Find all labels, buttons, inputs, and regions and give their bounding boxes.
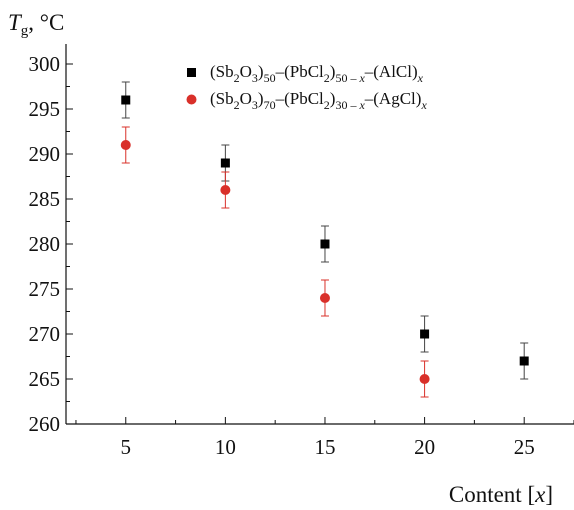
legend: (Sb2O3)50–(PbCl2)50 – x–(AlCl)x(Sb2O3)70… bbox=[186, 62, 427, 112]
legend-text-part: ) bbox=[258, 62, 264, 81]
legend-text-part: –(AgCl) bbox=[364, 89, 422, 108]
legend-entry-1: (Sb2O3)70–(PbCl2)30 – x–(AgCl)x bbox=[210, 89, 427, 112]
legend-text-seg: 50 – bbox=[335, 71, 359, 85]
series-layer bbox=[120, 81, 529, 398]
legend-text-part: 2 bbox=[324, 71, 330, 85]
legend-text-part: (Sb bbox=[210, 89, 234, 108]
data-point-circle bbox=[220, 185, 231, 195]
legend-entry-0: (Sb2O3)50–(PbCl2)50 – x–(AlCl)x bbox=[210, 62, 424, 85]
legend-text-seg: 30 – bbox=[335, 98, 359, 112]
y-tick-label-275: 275 bbox=[29, 277, 61, 301]
legend-text-part: 30 – x bbox=[335, 98, 365, 112]
x-tick-label-15: 15 bbox=[314, 435, 335, 459]
data-point-square bbox=[320, 239, 330, 249]
legend-text-part: –(PbCl bbox=[275, 62, 324, 81]
legend-text-part: ) bbox=[330, 89, 336, 108]
x-tick-label-5: 5 bbox=[121, 435, 132, 459]
legend-text-seg: x bbox=[417, 71, 424, 85]
x-axis-title: Content [x] bbox=[449, 482, 553, 507]
legend-text-part: O bbox=[240, 62, 252, 81]
legend-text-part: 3 bbox=[252, 71, 258, 85]
legend-text-part: x bbox=[417, 71, 424, 85]
y-tick-label-260: 260 bbox=[29, 412, 61, 436]
x-axis-text: Content [ bbox=[449, 482, 535, 507]
legend-text-part: ) bbox=[330, 62, 336, 81]
y-tick-label-265: 265 bbox=[29, 367, 61, 391]
data-point-circle bbox=[319, 293, 330, 303]
y-axis-symbol: T bbox=[8, 10, 23, 35]
y-tick-label-280: 280 bbox=[29, 232, 61, 256]
legend-text-seg: x bbox=[420, 98, 427, 112]
legend-text-part: ) bbox=[258, 89, 264, 108]
legend-text-part: 50 bbox=[264, 71, 276, 85]
legend-text-seg: x bbox=[358, 71, 365, 85]
data-point-circle bbox=[419, 374, 430, 384]
legend-text-part: –(AlCl) bbox=[364, 62, 418, 81]
legend-marker-circle bbox=[186, 94, 197, 105]
data-point-square bbox=[519, 356, 529, 366]
y-tick-label-300: 300 bbox=[29, 52, 61, 76]
legend-text-part: 70 bbox=[264, 98, 276, 112]
x-tick-label-20: 20 bbox=[414, 435, 435, 459]
y-axis-subscript: g bbox=[21, 23, 29, 39]
y-tick-label-285: 285 bbox=[29, 187, 61, 211]
legend-text-part: 50 – x bbox=[335, 71, 365, 85]
y-tick-label-295: 295 bbox=[29, 97, 61, 121]
legend-text-part: O bbox=[240, 89, 252, 108]
legend-text-part: (Sb bbox=[210, 62, 234, 81]
axes bbox=[65, 44, 574, 425]
y-tick-label-270: 270 bbox=[29, 322, 61, 346]
y-axis-title: Tg, °C bbox=[8, 10, 64, 39]
data-point-square bbox=[121, 95, 131, 105]
x-axis-var: x bbox=[534, 482, 546, 507]
y-axis-unit: , °C bbox=[28, 10, 64, 35]
legend-text-part: 2 bbox=[234, 98, 240, 112]
data-point-square bbox=[420, 329, 430, 339]
legend-text-part: –(PbCl bbox=[275, 89, 324, 108]
x-tick-label-10: 10 bbox=[215, 435, 236, 459]
legend-text-part: 3 bbox=[252, 98, 258, 112]
legend-text-part: x bbox=[420, 98, 427, 112]
x-axis-end: ] bbox=[545, 482, 553, 507]
series-1 bbox=[120, 126, 430, 398]
legend-text-seg: x bbox=[358, 98, 365, 112]
legend-marker-square bbox=[187, 68, 196, 77]
data-point-square bbox=[220, 158, 230, 168]
data-point-circle bbox=[120, 140, 131, 150]
x-tick-label-25: 25 bbox=[514, 435, 535, 459]
y-tick-label-290: 290 bbox=[29, 142, 61, 166]
legend-text-part: 2 bbox=[324, 98, 330, 112]
legend-text-part: 2 bbox=[234, 71, 240, 85]
series-0 bbox=[121, 81, 529, 380]
